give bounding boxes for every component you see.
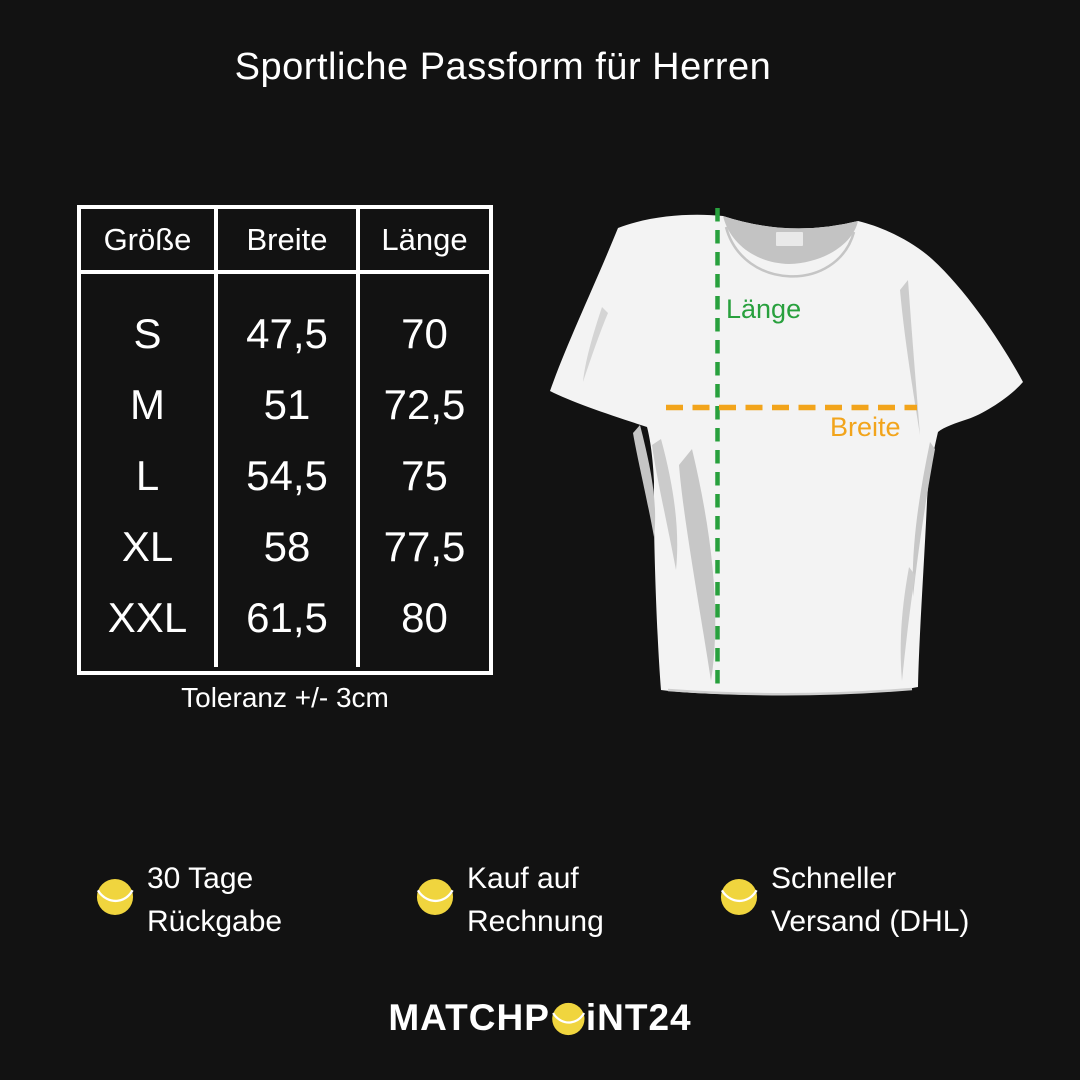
- fold-shade: [900, 567, 915, 681]
- size-table: Größe Breite Länge S M L XL XXL 47,5 51 …: [77, 205, 493, 675]
- brand-logo: MATCHP iNT24: [388, 997, 691, 1039]
- fold-shade: [583, 307, 608, 382]
- laenge-label: Länge: [726, 294, 802, 324]
- length-column: 70 72,5 75 77,5 80: [356, 274, 489, 667]
- tshirt-body: [550, 214, 1023, 695]
- benefit-line: 30 Tage: [147, 862, 254, 895]
- size-table-body: S M L XL XXL 47,5 51 54,5 58 61,5 70 72,…: [81, 274, 489, 667]
- tennis-ball-icon: [720, 878, 758, 916]
- table-cell: M: [130, 380, 165, 428]
- logo-suffix: iNT24: [585, 997, 692, 1038]
- fold-shade: [900, 280, 920, 435]
- page-title: Sportliche Passform für Herren: [234, 46, 772, 88]
- collar-tag: [776, 232, 803, 246]
- logo-prefix: MATCHP: [388, 997, 550, 1038]
- table-cell: 51: [263, 380, 311, 428]
- table-cell: XL: [121, 522, 174, 570]
- fold-shade: [652, 439, 678, 570]
- logo-ball-icon: [551, 1002, 585, 1036]
- tennis-ball-icon: [416, 878, 454, 916]
- benefit-returns: 30 Tage Rückgabe: [96, 857, 282, 943]
- benefit-line: Kauf auf: [467, 862, 579, 895]
- benefit-shipping: Schneller Versand (DHL): [720, 857, 969, 943]
- table-cell: 61,5: [246, 593, 328, 641]
- col-header-breite: Breite: [214, 209, 356, 270]
- benefit-line: Versand (DHL): [771, 905, 970, 938]
- fold-shade: [912, 442, 935, 597]
- table-cell: 58: [263, 522, 311, 570]
- col-header-laenge: Länge: [356, 209, 489, 270]
- table-cell: 54,5: [246, 451, 328, 499]
- width-column: 47,5 51 54,5 58 61,5: [214, 274, 356, 667]
- size-table-header-row: Größe Breite Länge: [81, 209, 489, 274]
- size-column: S M L XL XXL: [81, 274, 214, 667]
- table-cell: 75: [401, 451, 448, 499]
- benefit-line: Rechnung: [467, 905, 604, 938]
- table-cell: XXL: [107, 593, 188, 641]
- table-cell: L: [135, 451, 160, 499]
- table-cell: 70: [401, 309, 448, 357]
- fold-shade: [679, 449, 716, 681]
- benefit-text: Kauf auf Rechnung: [467, 857, 604, 943]
- benefit-text: 30 Tage Rückgabe: [147, 857, 282, 943]
- collar-stitch: [724, 226, 856, 278]
- hem-shade: [667, 687, 913, 696]
- table-cell: 47,5: [246, 309, 328, 357]
- table-cell: 72,5: [383, 380, 466, 428]
- benefit-invoice: Kauf auf Rechnung: [416, 857, 604, 943]
- table-cell: 80: [401, 593, 448, 641]
- tshirt-illustration: [550, 208, 1023, 696]
- breite-label: Breite: [830, 412, 901, 442]
- table-cell: 77,5: [383, 522, 466, 570]
- benefit-line: Schneller: [771, 862, 897, 895]
- col-header-groesse: Größe: [103, 221, 192, 257]
- benefit-text: Schneller Versand (DHL): [771, 857, 969, 943]
- tolerance-note: Toleranz +/- 3cm: [181, 682, 389, 713]
- benefit-line: Rückgabe: [147, 905, 283, 938]
- table-cell: S: [133, 309, 162, 357]
- fold-shade: [633, 425, 656, 537]
- tennis-ball-icon: [96, 878, 134, 916]
